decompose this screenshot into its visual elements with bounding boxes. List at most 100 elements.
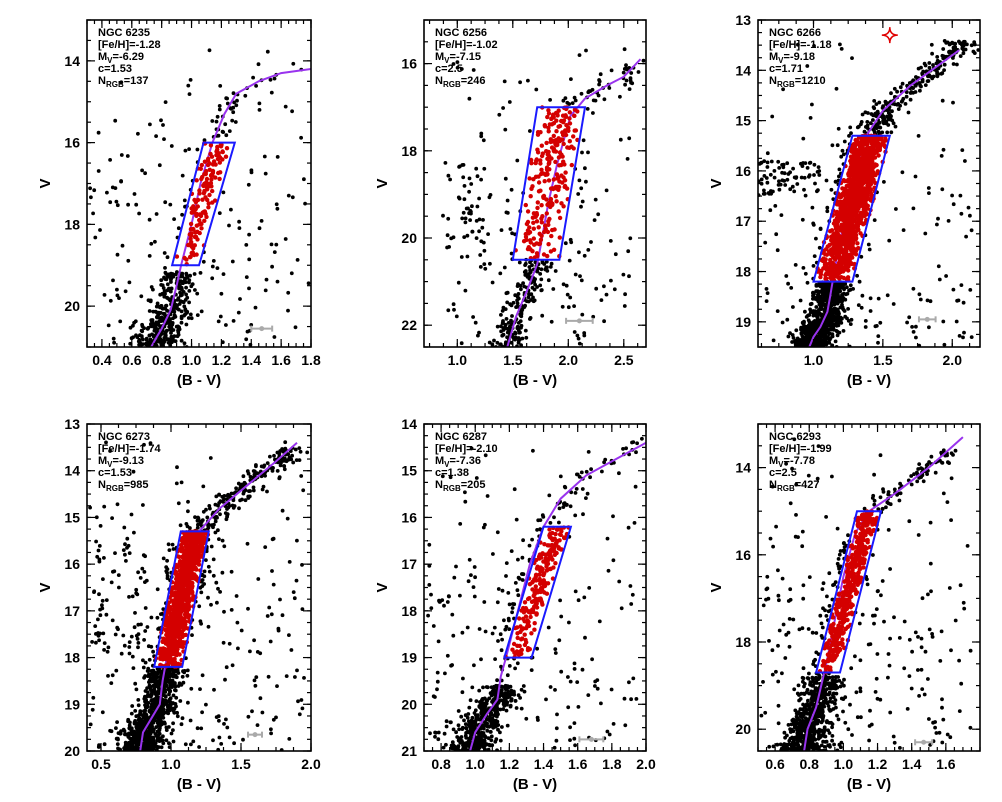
rgb-star xyxy=(537,231,542,236)
rgb-star xyxy=(187,255,193,260)
rgb-star xyxy=(544,167,550,172)
rgb-star xyxy=(527,238,533,243)
field-star xyxy=(954,319,959,324)
rgb-star xyxy=(562,178,568,183)
field-star xyxy=(575,333,580,338)
field-star xyxy=(446,216,451,221)
field-star xyxy=(579,186,584,191)
core-star xyxy=(183,298,188,302)
giant-star xyxy=(291,61,296,66)
core-star xyxy=(154,725,159,729)
hb-star xyxy=(762,159,767,164)
field-star xyxy=(133,319,138,324)
core-star xyxy=(182,304,187,309)
field-star xyxy=(459,67,464,71)
rgb-star xyxy=(847,212,852,218)
giant-star xyxy=(847,134,851,138)
field-star xyxy=(108,158,112,162)
hb-star xyxy=(479,177,483,182)
field-star xyxy=(146,325,151,330)
hb-star xyxy=(463,216,468,221)
giant-star xyxy=(584,179,588,184)
rgb-star xyxy=(841,275,846,281)
giant-star xyxy=(641,58,646,63)
core-star xyxy=(162,336,167,340)
rgb-star xyxy=(551,115,556,120)
core-star xyxy=(539,267,544,272)
field-star xyxy=(263,171,268,176)
field-star xyxy=(128,325,133,330)
rgb-star xyxy=(857,165,862,170)
y-tick-label: 16 xyxy=(64,135,80,151)
rgb-star xyxy=(191,246,196,251)
giant-star xyxy=(892,86,897,91)
hb-star xyxy=(816,188,820,193)
field-star xyxy=(860,293,865,298)
core-star xyxy=(179,320,184,325)
core-star xyxy=(814,311,819,315)
field-star xyxy=(503,127,508,132)
rgb-star xyxy=(852,229,857,234)
rgb-star xyxy=(549,233,554,239)
core-star xyxy=(817,310,822,315)
hb-star xyxy=(762,188,766,193)
rgb-star xyxy=(559,201,564,206)
core-star xyxy=(836,323,841,328)
field-star xyxy=(478,253,483,257)
core-star xyxy=(185,668,190,673)
rgb-star xyxy=(826,270,831,276)
rgb-star xyxy=(859,175,865,180)
core-star xyxy=(115,742,120,746)
field-star xyxy=(264,277,269,282)
core-star xyxy=(805,280,810,285)
field-star xyxy=(244,275,249,279)
field-star xyxy=(913,174,918,179)
field-star xyxy=(961,300,966,305)
field-star xyxy=(905,320,909,325)
giant-star xyxy=(841,152,846,157)
field-star xyxy=(237,219,242,224)
field-star xyxy=(964,234,968,239)
giant-star xyxy=(572,95,577,100)
rgb-star xyxy=(569,162,574,168)
field-star xyxy=(443,161,448,165)
field-star xyxy=(119,80,124,85)
giant-star xyxy=(866,111,870,115)
field-star xyxy=(604,188,609,193)
field-star xyxy=(814,236,818,241)
rgb-star xyxy=(868,160,873,165)
core-star xyxy=(141,342,145,346)
field-star xyxy=(247,232,252,237)
giant-star xyxy=(895,102,899,107)
field-star xyxy=(257,101,262,106)
hb-star xyxy=(807,173,812,178)
rgb-star xyxy=(557,235,562,240)
mv-symbol: M xyxy=(769,51,778,63)
hb-star xyxy=(765,165,770,169)
giant-star xyxy=(935,58,940,63)
hb-star xyxy=(474,236,479,241)
rgb-star xyxy=(523,202,528,208)
rgb-star xyxy=(537,241,543,246)
field-star xyxy=(566,305,571,310)
giant-star xyxy=(871,105,876,109)
rgb-star xyxy=(837,258,843,263)
rgb-star xyxy=(213,175,218,180)
rgb-star xyxy=(194,213,199,218)
field-star xyxy=(262,154,267,159)
field-star xyxy=(169,328,174,333)
field-star xyxy=(907,315,912,320)
giant-star xyxy=(826,290,830,295)
giant-star xyxy=(593,98,598,103)
giant-star xyxy=(235,98,239,103)
rgb-star xyxy=(849,187,855,192)
core-star xyxy=(524,335,529,340)
field-star xyxy=(966,205,971,210)
rgb-star xyxy=(527,176,532,181)
rgb-star xyxy=(823,276,828,281)
giant-star xyxy=(596,93,601,98)
rgb-star xyxy=(873,180,878,186)
core-star xyxy=(175,298,180,302)
field-star xyxy=(780,320,785,325)
giant-star xyxy=(607,86,612,90)
